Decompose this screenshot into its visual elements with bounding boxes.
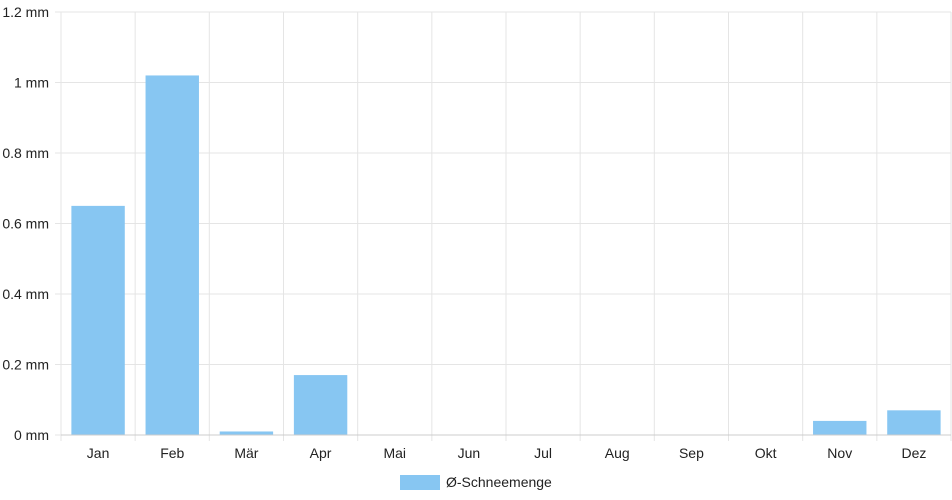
x-tick-label: Mär — [234, 445, 258, 461]
y-tick-label: 0.8 mm — [2, 145, 49, 161]
x-tick-label: Dez — [901, 445, 926, 461]
bar-mär[interactable] — [219, 431, 274, 435]
bar-dez[interactable] — [887, 410, 941, 435]
bar-apr[interactable] — [293, 375, 348, 435]
x-tick-label: Apr — [310, 445, 332, 461]
x-tick-label: Aug — [605, 445, 630, 461]
y-tick-label: 0 mm — [14, 427, 49, 443]
x-tick-label: Okt — [755, 445, 777, 461]
x-axis-tick-labels: Jan Feb Mär Apr Mai Jun Jul Aug Sep Okt Nov Dez — [87, 445, 927, 461]
y-tick-label: 0.6 mm — [2, 216, 49, 232]
x-tick-label: Nov — [827, 445, 852, 461]
bar-nov[interactable] — [813, 420, 867, 435]
y-tick-label: 0.4 mm — [2, 286, 49, 302]
y-tick-label: 0.2 mm — [2, 357, 49, 373]
x-tick-label: Mai — [383, 445, 406, 461]
legend[interactable]: Ø-Schneemenge — [400, 474, 552, 490]
y-axis-tick-labels: 0 mm 0.2 mm 0.4 mm 0.6 mm 0.8 mm 1 mm 1.2 mm — [2, 4, 49, 443]
y-tick-label: 1.2 mm — [2, 4, 49, 20]
x-tick-label: Sep — [679, 445, 704, 461]
x-tick-label: Jun — [458, 445, 481, 461]
bar-feb[interactable] — [145, 75, 199, 435]
y-tick-label: 1 mm — [14, 75, 49, 91]
x-tick-label: Feb — [160, 445, 184, 461]
legend-swatch — [400, 475, 440, 490]
x-tick-label: Jan — [87, 445, 110, 461]
bars — [71, 75, 941, 435]
legend-label: Ø-Schneemenge — [446, 474, 552, 490]
grid-lines — [55, 11, 952, 441]
x-tick-label: Jul — [534, 445, 552, 461]
bar-jan[interactable] — [71, 205, 125, 435]
